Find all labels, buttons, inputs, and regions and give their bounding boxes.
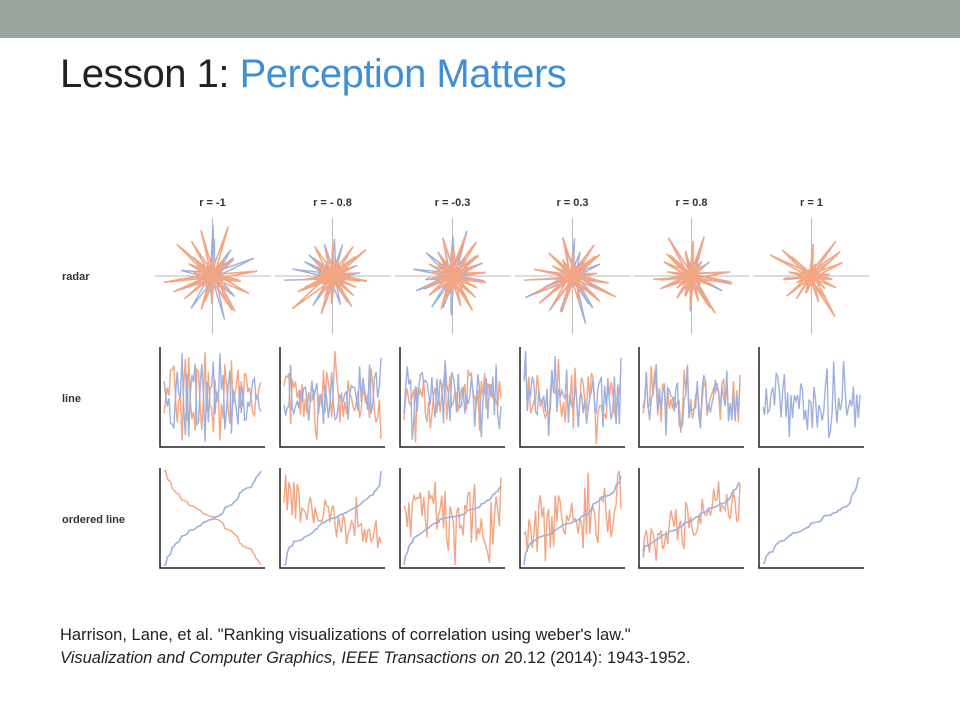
slide-title: Lesson 1: Perception Matters [60,52,567,97]
ordered-series-orange [523,470,622,562]
radar-chart [394,218,511,334]
line-series-blue [403,360,502,440]
line-series-blue [523,350,622,437]
ordered-line-chart [279,468,385,569]
line-series-blue [283,357,382,425]
ordered-series-orange [403,477,502,566]
line-chart-axes [159,347,265,448]
ordered-chart-axes [638,468,744,569]
line-chart [519,347,625,448]
row-label: line [62,393,81,405]
top-accent-bar [0,0,960,38]
line-chart-axes [279,347,385,448]
citation-venue: Visualization and Computer Graphics, IEE… [60,649,500,667]
ordered-line-chart [399,468,505,569]
ordered-chart-axes [279,468,385,569]
ordered-series-blue [642,481,741,558]
line-chart-axes [519,347,625,448]
ordered-series-orange [164,470,262,566]
ordered-series-blue [762,477,861,565]
ordered-line-chart [519,468,625,569]
citation-details: 20.12 (2014): 1943-1952. [499,649,691,667]
radar-series-orange [424,235,486,311]
ordered-line-chart [758,468,864,569]
ordered-chart-axes [399,468,505,569]
radar-chart [154,218,271,334]
column-label: r = - 0.8 [313,197,352,209]
line-series-blue [163,353,262,442]
column-label: r = -0.3 [435,197,471,209]
ordered-series-orange [642,481,741,561]
radar-chart [514,218,631,334]
radar-chart [274,218,391,334]
radar-series-orange [163,226,258,312]
ordered-chart-axes [758,468,864,569]
radar-chart [633,218,750,334]
line-series-orange [523,358,622,445]
citation-line-1: Harrison, Lane, et al. "Ranking visualiz… [60,626,631,644]
ordered-series-blue [523,475,622,566]
line-chart-axes [638,347,744,448]
title-accent: Perception Matters [239,52,567,96]
ordered-chart-axes [159,468,265,569]
line-series-blue [642,363,741,436]
ordered-chart-axes [519,468,625,569]
citation-line-2: Visualization and Computer Graphics, IEE… [60,647,920,670]
radar-series-orange [652,236,732,314]
line-chart [399,347,505,448]
column-label: r = 1 [800,197,823,209]
correlation-figure: r = -1 r = - 0.8 r = -0.3 r = 0.3 r = 0.8 r =… [62,197,870,569]
radar-chart [753,218,870,334]
row-label: ordered line [62,514,125,526]
line-series-orange [403,368,502,443]
ordered-line-chart [638,468,744,569]
line-chart [159,347,265,448]
line-series-orange [283,350,382,440]
line-chart [279,347,385,448]
ordered-series-blue [164,470,262,566]
column-label: r = -1 [199,197,226,209]
column-label: r = 0.3 [556,197,588,209]
title-prefix: Lesson 1: [60,52,240,96]
line-series-blue [762,360,861,439]
line-chart [638,347,744,448]
citation: Harrison, Lane, et al. "Ranking visualiz… [60,624,920,670]
ordered-series-orange [283,474,382,549]
radar-series-orange [769,240,843,317]
ordered-series-blue [403,485,502,566]
column-label: r = 0.8 [675,197,707,209]
ordered-line-chart [159,468,265,569]
line-chart [758,347,864,448]
line-chart-axes [758,347,864,448]
ordered-series-blue [283,470,382,566]
radar-series-orange [291,242,368,315]
radar-series-orange [528,237,617,313]
row-label: radar [62,271,90,283]
line-chart-axes [399,347,505,448]
